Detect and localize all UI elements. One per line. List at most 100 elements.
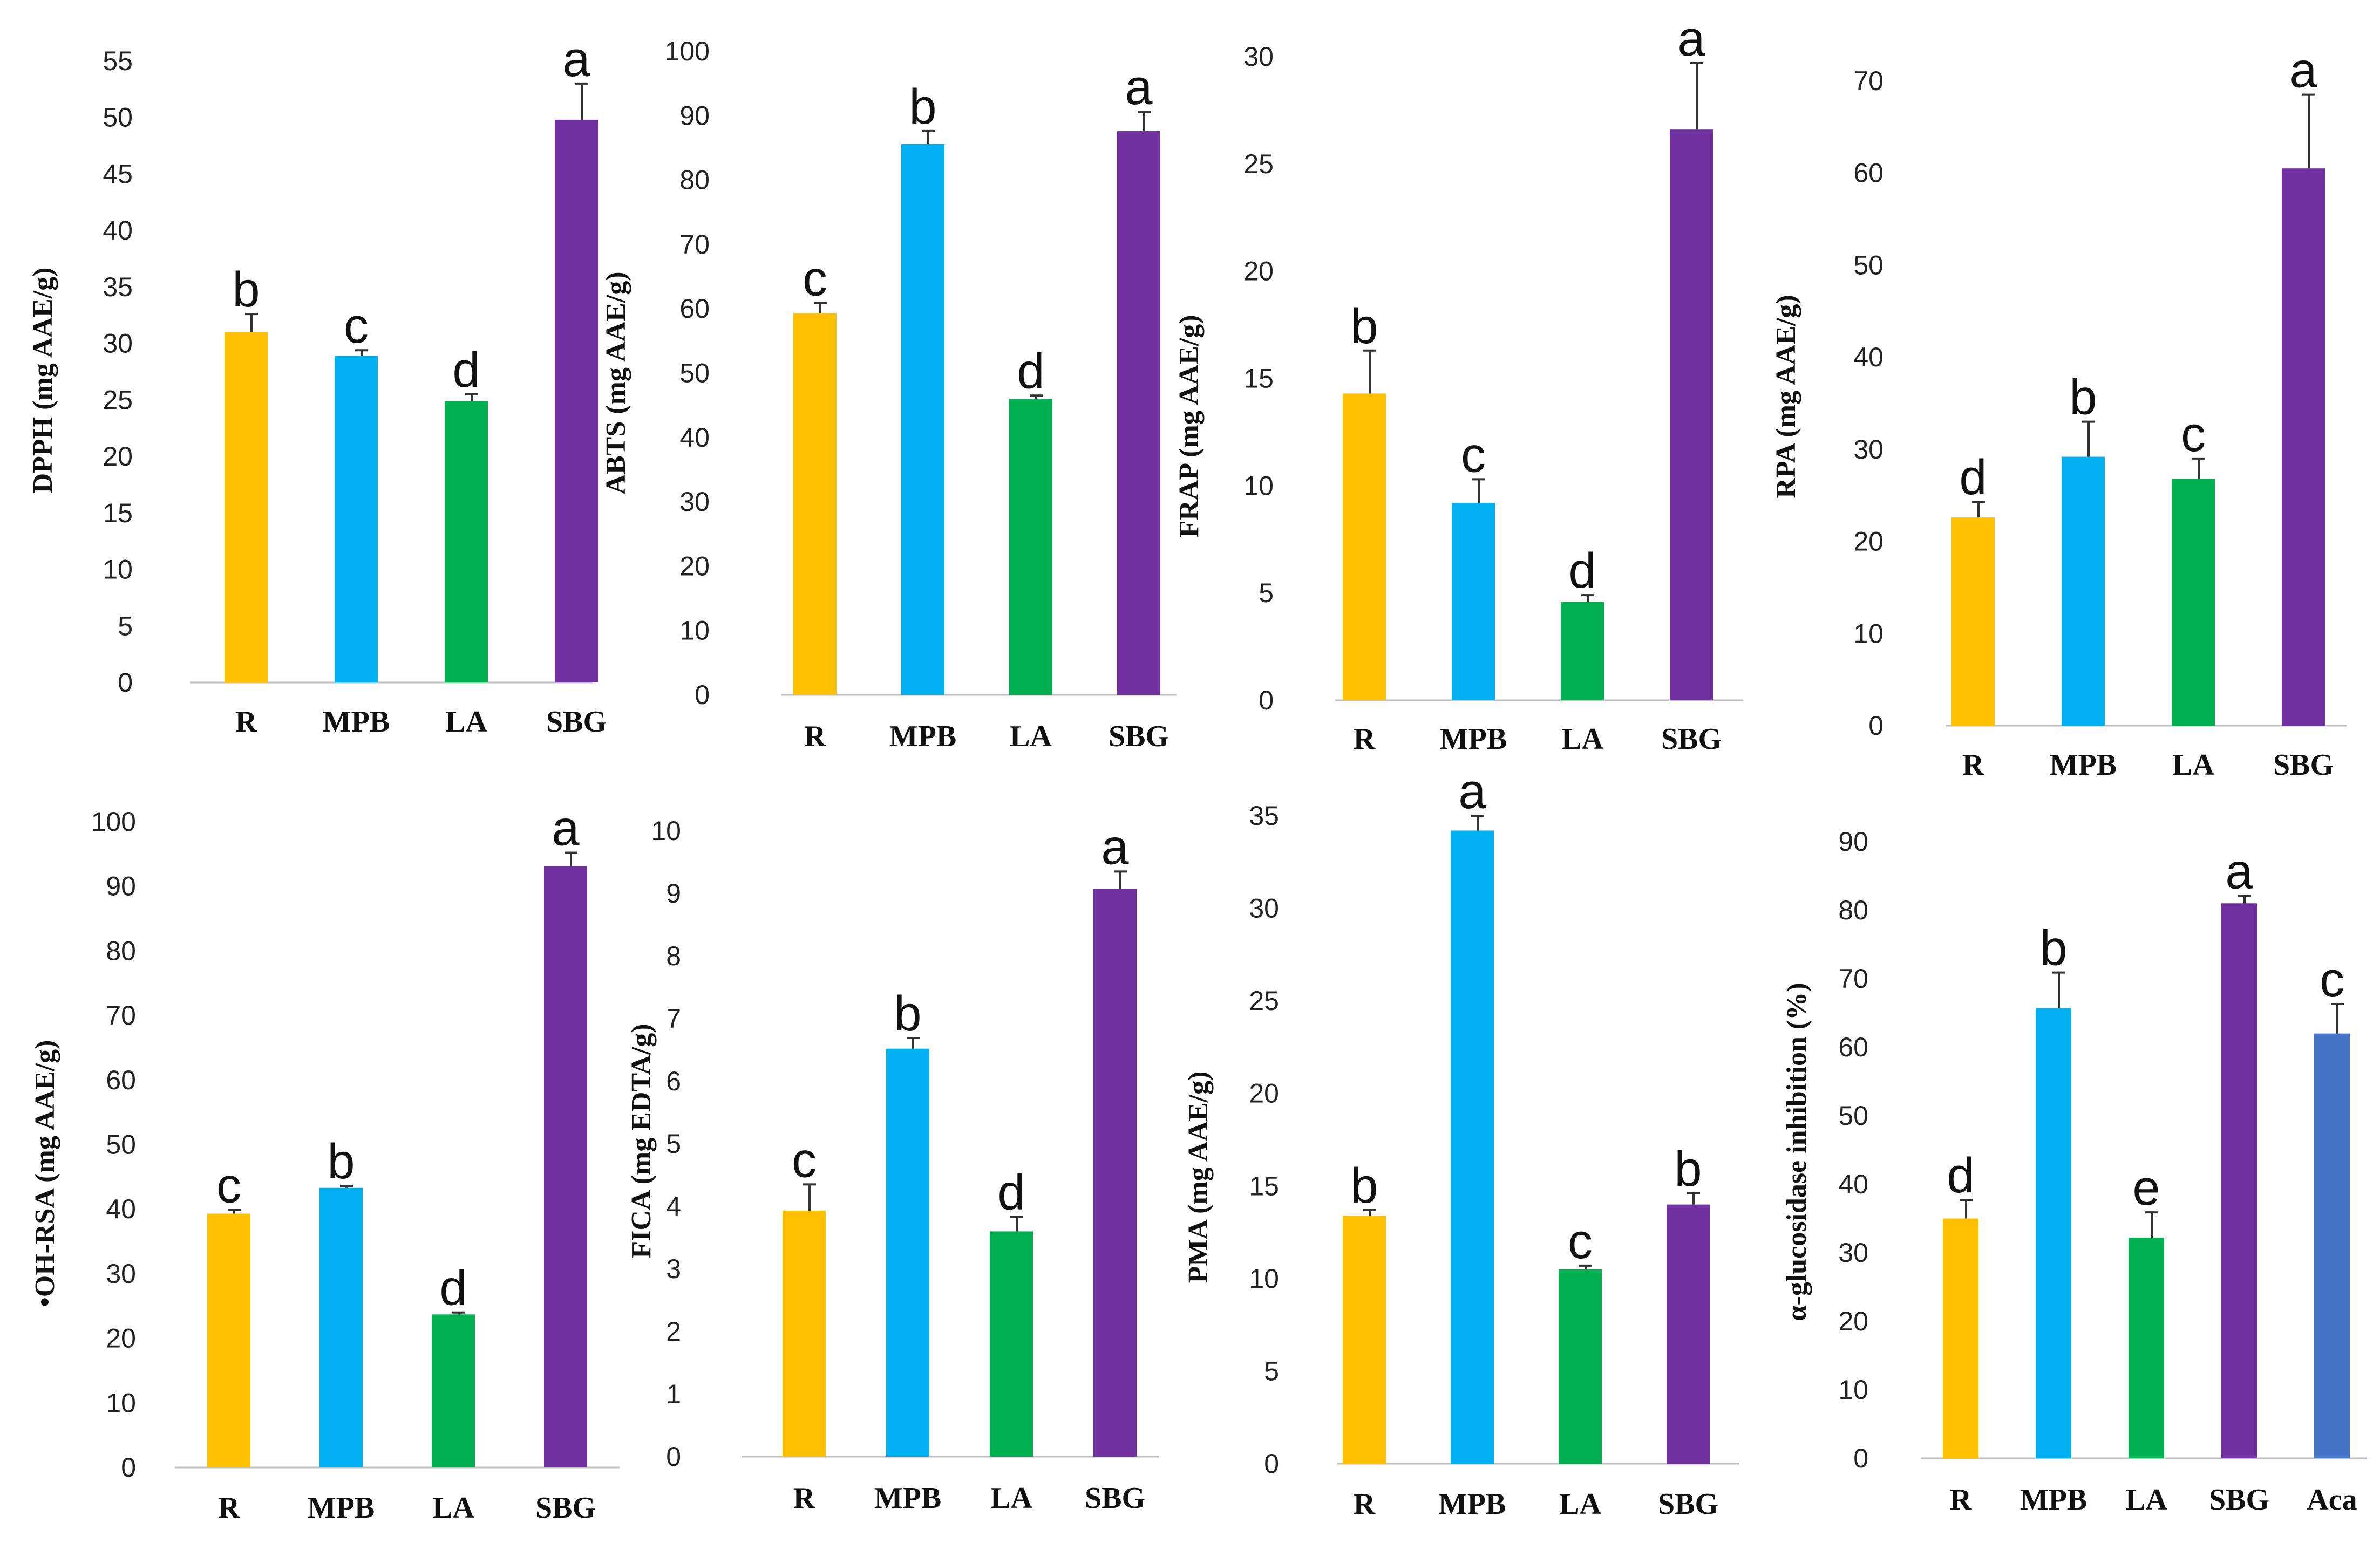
y-tick-label: 30 (1838, 1238, 1868, 1268)
bar-la (2172, 479, 2215, 726)
x-tick-label: SBG (1661, 722, 1722, 756)
x-tick-label: SBG (2209, 1483, 2269, 1517)
significance-letter: c (792, 1132, 817, 1187)
x-tick-label: LA (1561, 722, 1603, 756)
significance-letter: a (1101, 820, 1129, 875)
bar-sbg (1670, 129, 1713, 700)
significance-letter: c (1568, 1214, 1593, 1269)
y-tick-label: 40 (1838, 1169, 1868, 1199)
bar-mpb (2062, 456, 2105, 726)
y-tick-label: 55 (103, 46, 133, 76)
y-axis-label: PMA (mg AAE/g) (1183, 1071, 1214, 1283)
bar-r (783, 1211, 826, 1457)
y-tick-label: 40 (106, 1194, 136, 1224)
x-tick-label: LA (1010, 720, 1052, 753)
x-tick-label: MPB (2020, 1483, 2087, 1517)
bar-sbg (1093, 889, 1137, 1457)
x-tick-label: SBG (535, 1491, 596, 1525)
significance-letter: c (1461, 427, 1486, 482)
y-tick-label: 20 (106, 1323, 136, 1354)
significance-letter: b (909, 79, 936, 134)
y-tick-label: 15 (1243, 364, 1274, 394)
y-tick-label: 10 (1243, 470, 1274, 501)
y-tick-label: 8 (666, 941, 681, 971)
x-tick-label: R (1962, 748, 1984, 782)
bar-mpb (335, 356, 378, 682)
significance-letter: a (2225, 844, 2253, 899)
x-tick-label: MPB (874, 1481, 941, 1515)
x-tick-label: R (804, 720, 826, 753)
significance-letter: a (562, 32, 590, 87)
y-tick-label: 20 (1249, 1078, 1279, 1109)
y-tick-label: 20 (103, 441, 133, 472)
significance-letter: a (1125, 60, 1153, 115)
significance-letter: b (1674, 1142, 1702, 1197)
bar-la (1009, 399, 1052, 695)
y-tick-label: 100 (665, 36, 710, 66)
significance-letter: b (327, 1134, 355, 1189)
significance-letter: d (1568, 543, 1596, 598)
y-tick-label: 0 (1264, 1449, 1279, 1479)
y-tick-label: 80 (106, 936, 136, 966)
y-tick-label: 3 (666, 1254, 681, 1284)
y-tick-label: 40 (679, 422, 710, 453)
y-tick-label: 0 (121, 1452, 136, 1483)
y-tick-label: 25 (1243, 149, 1274, 179)
y-tick-label: 60 (1853, 158, 1883, 188)
bar-sbg (2282, 168, 2325, 726)
y-tick-label: 9 (666, 878, 681, 909)
x-tick-label: LA (2172, 748, 2214, 782)
y-tick-label: 70 (106, 1000, 136, 1030)
y-tick-label: 5 (1264, 1356, 1279, 1386)
significance-letter: b (2069, 370, 2097, 425)
x-tick-label: LA (445, 705, 487, 739)
panel-oh-rsa: •OH-RSA (mg AAE/g) 0 10 20 30 40 50 60 70 80 90 100… (30, 801, 620, 1525)
y-tick-label: 20 (1243, 256, 1274, 286)
y-tick-label: 20 (1838, 1306, 1868, 1336)
bar-r (793, 313, 837, 695)
y-tick-label: 20 (679, 551, 710, 581)
bar-mpb (1451, 830, 1494, 1464)
significance-letter: a (2289, 43, 2317, 98)
y-tick-label: 30 (1243, 42, 1274, 72)
y-tick-label: 10 (651, 816, 681, 846)
x-tick-label: R (793, 1481, 815, 1515)
significance-letter: d (1947, 1148, 1974, 1203)
y-axis-label: FICA (mg EDTA/g) (626, 1023, 657, 1258)
y-tick-label: 10 (1249, 1264, 1279, 1294)
significance-letter: c (803, 251, 827, 306)
y-tick-label: 100 (91, 807, 136, 837)
y-tick-label: 70 (679, 229, 710, 260)
bar-la (2129, 1238, 2164, 1458)
panel-fica: FICA (mg EDTA/g) 0 1 2 3 4 5 6 7 8 9 10 c Rb MPB d LA a SB… (626, 816, 1159, 1515)
x-tick-label: MPB (1440, 722, 1507, 756)
y-tick-label: 90 (679, 100, 710, 131)
y-tick-label: 5 (1259, 578, 1274, 608)
y-tick-label: 0 (1868, 711, 1883, 741)
y-tick-label: 50 (679, 358, 710, 388)
x-tick-label: Aca (2307, 1483, 2357, 1517)
bar-mpb (2036, 1008, 2071, 1458)
x-tick-label: SBG (1658, 1487, 1718, 1521)
x-tick-label: MPB (2050, 748, 2117, 782)
y-axis-label: ABTS (mg AAE/g) (601, 271, 631, 494)
x-tick-label: R (1354, 1487, 1376, 1521)
y-tick-label: 10 (103, 555, 133, 585)
y-tick-label: 45 (103, 159, 133, 189)
y-tick-label: 50 (106, 1130, 136, 1160)
bar-mpb (901, 144, 944, 695)
y-tick-label: 10 (679, 616, 710, 646)
x-tick-label: MPB (323, 705, 390, 739)
y-tick-label: 30 (106, 1259, 136, 1289)
panel-alpha-glucosidase: α-glucosidase inhibition (%) 0 10 20 30 40 50 6… (1781, 827, 2367, 1517)
bar-la (1561, 602, 1604, 700)
y-tick-label: 40 (103, 215, 133, 245)
y-tick-label: 30 (679, 487, 710, 517)
x-tick-label: LA (990, 1481, 1032, 1515)
bar-la (432, 1314, 475, 1467)
bar-mpb (1452, 503, 1495, 700)
y-tick-label: 10 (106, 1388, 136, 1418)
x-tick-label: R (1354, 722, 1376, 756)
bar-r (225, 332, 268, 682)
y-tick-label: 0 (118, 667, 133, 698)
